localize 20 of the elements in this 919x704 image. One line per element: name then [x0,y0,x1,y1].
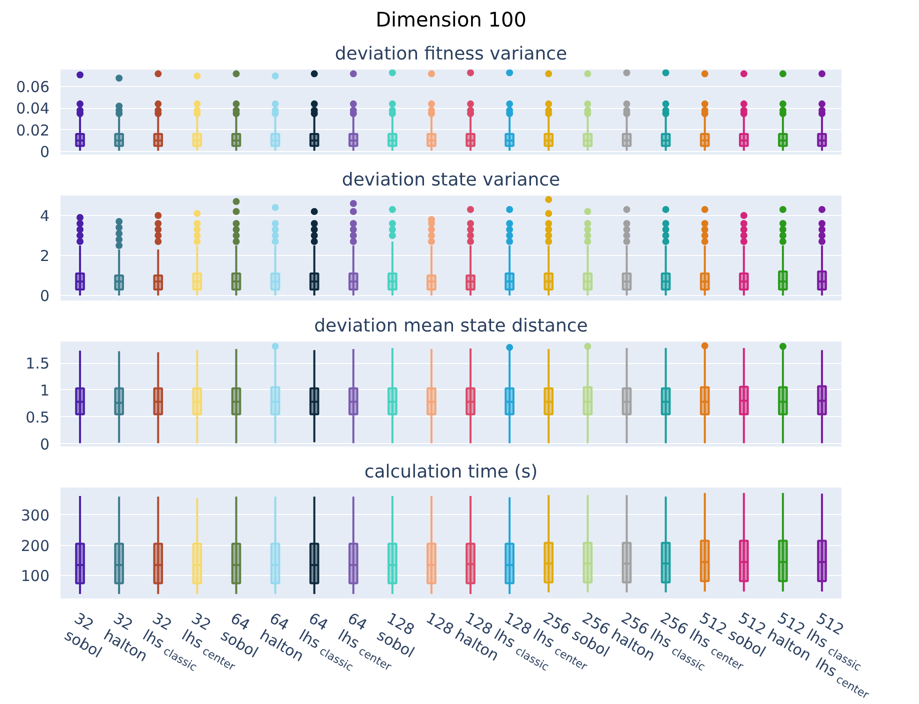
y-tick-label: 0.5 [26,408,50,426]
y-tick-label: 0.06 [16,78,50,96]
y-tick-label: 4 [40,207,50,225]
y-tick-label: 300 [20,506,50,524]
chart-title: deviation mean state distance [314,316,588,336]
y-tick-label: 1.5 [26,354,50,373]
chart-title: Dimension 100 [376,8,526,32]
y-tick-label: 0 [40,287,50,305]
y-tick-label: 0 [40,142,50,161]
y-tick-label: 0 [40,435,50,454]
y-tick-label: 100 [20,567,50,586]
chart-subtitle: deviation fitness variance [334,44,568,64]
x-tick-label: 32 sobol [62,609,106,662]
chart-title: deviation state variance [342,170,560,190]
y-tick-label: 1 [40,381,50,400]
y-tick-label: 0.02 [16,121,50,140]
chart-title: calculation time (s) [364,462,538,482]
y-tick-label: 2 [40,247,50,265]
y-tick-label: 0.04 [16,100,50,118]
y-tick-label: 200 [20,536,50,555]
